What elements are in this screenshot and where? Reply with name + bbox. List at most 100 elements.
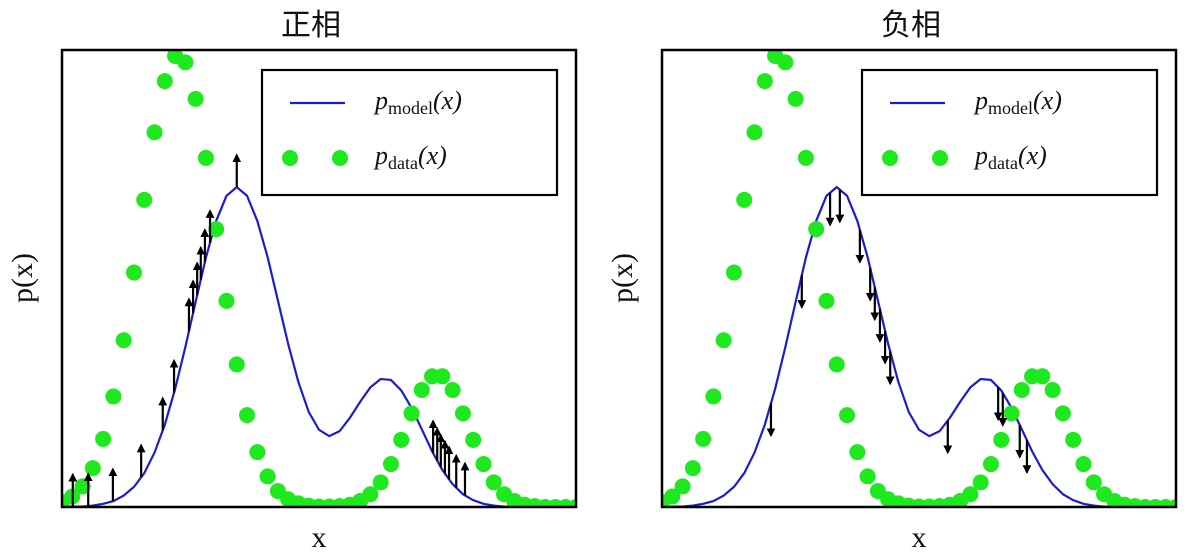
data-dot: [115, 332, 132, 349]
data-dot: [777, 54, 794, 71]
data-dot: [382, 456, 399, 473]
plot-frame: [660, 48, 1178, 509]
data-dot: [808, 221, 825, 238]
legend-subscript: model: [988, 98, 1033, 118]
data-dot: [403, 405, 420, 422]
chart-title: 正相: [281, 9, 341, 42]
data-dot: [1085, 474, 1102, 491]
legend-name: p: [973, 86, 988, 115]
data-dot: [465, 431, 482, 448]
legend-label: pmodel(x): [373, 86, 462, 118]
legend-dot: [282, 150, 298, 166]
data-dot: [715, 332, 732, 349]
data-dot: [156, 73, 173, 90]
legend-dot: [932, 150, 948, 166]
data-dot: [993, 431, 1010, 448]
legend-subscript: model: [388, 98, 433, 118]
data-dot: [228, 356, 245, 373]
legend-box: [260, 68, 559, 197]
data-dot: [95, 430, 112, 447]
legend-dot: [882, 150, 898, 166]
data-dot: [393, 431, 410, 448]
legend-subscript: data: [388, 153, 418, 173]
data-dot: [1168, 499, 1176, 507]
data-dot: [839, 407, 856, 424]
y-axis-label: p(x): [6, 253, 39, 303]
data-dot: [982, 456, 999, 473]
data-dot: [146, 124, 163, 141]
data-dot: [664, 488, 681, 505]
data-dot: [746, 124, 763, 141]
data-dot: [1065, 431, 1082, 448]
data-dot: [125, 264, 142, 281]
data-dot: [105, 388, 122, 405]
data-dot: [787, 90, 804, 107]
data-dot: [1054, 405, 1071, 422]
data-dot: [1034, 368, 1051, 385]
data-dot: [818, 292, 835, 309]
data-dot: [84, 460, 101, 477]
x-axis-label: x: [912, 521, 927, 552]
data-dot: [413, 382, 430, 399]
data-dot: [756, 73, 773, 90]
data-dot: [485, 474, 502, 491]
plot-frame: [60, 48, 578, 509]
data-dot: [695, 430, 712, 447]
data-dot: [1075, 456, 1092, 473]
data-dot: [454, 405, 471, 422]
legend-dot: [332, 150, 348, 166]
data-dot: [859, 468, 876, 485]
model-line: [662, 185, 1176, 507]
data-dot: [849, 444, 866, 461]
legend-label: pdata(x): [973, 141, 1047, 173]
legend-name: p: [373, 86, 388, 115]
chart-title: 负相: [881, 9, 941, 42]
legend-label: pmodel(x): [973, 86, 1062, 118]
x-axis-label: x: [312, 521, 327, 552]
data-dot: [684, 460, 701, 477]
legend-suffix: (x): [418, 141, 447, 170]
legend-label: pdata(x): [373, 141, 447, 173]
legend-name: p: [973, 141, 988, 170]
legend-suffix: (x): [1033, 86, 1062, 115]
legend-subscript: data: [988, 153, 1018, 173]
data-dot: [187, 90, 204, 107]
data-dot: [444, 382, 461, 399]
data-dot: [197, 149, 214, 166]
data-dot: [828, 356, 845, 373]
data-dot: [249, 444, 266, 461]
model-line: [62, 185, 576, 507]
data-dot: [736, 191, 753, 208]
legend-box: [860, 68, 1159, 197]
data-dot: [259, 468, 276, 485]
data-dot: [362, 486, 379, 503]
data-dot: [218, 292, 235, 309]
data-dot: [74, 478, 91, 495]
data-dot: [372, 474, 389, 491]
data-dot: [972, 474, 989, 491]
data-dot: [705, 388, 722, 405]
data-dot: [1013, 382, 1030, 399]
data-dot: [568, 499, 576, 507]
data-dot: [962, 486, 979, 503]
data-dot: [674, 478, 691, 495]
plot-area: [62, 50, 576, 507]
data-dot: [475, 456, 492, 473]
data-dot: [1044, 382, 1061, 399]
plot-area: [662, 50, 1176, 507]
legend-name: p: [373, 141, 388, 170]
data-dot: [797, 149, 814, 166]
data-dot: [1003, 405, 1020, 422]
legend-suffix: (x): [433, 86, 462, 115]
data-dot: [725, 264, 742, 281]
data-dot: [208, 221, 225, 238]
y-axis-label: p(x): [606, 253, 639, 303]
data-dot: [177, 54, 194, 71]
legend-suffix: (x): [1018, 141, 1047, 170]
data-dot: [239, 407, 256, 424]
data-dot: [434, 368, 451, 385]
data-dot: [136, 191, 153, 208]
